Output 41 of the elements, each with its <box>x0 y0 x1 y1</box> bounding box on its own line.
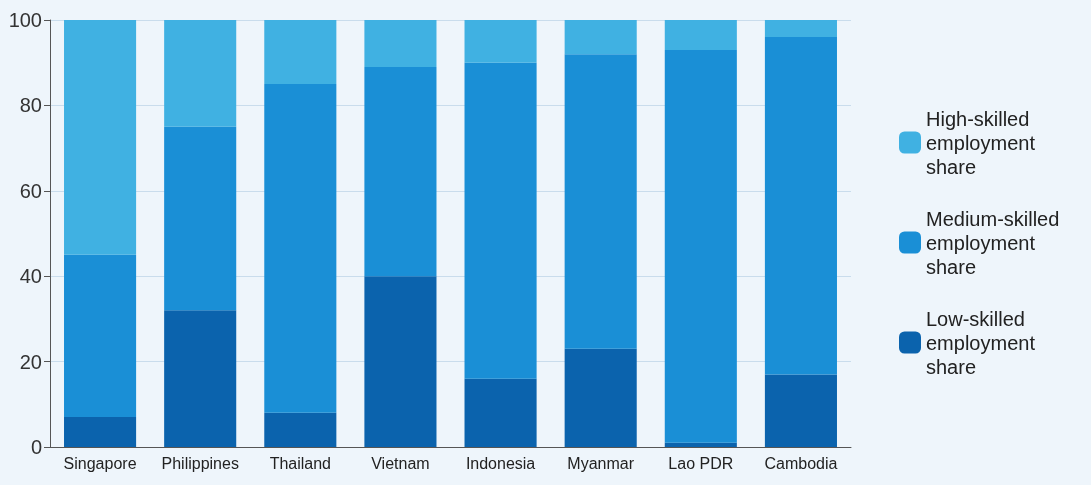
x-tick-label: Vietnam <box>371 454 430 472</box>
bar <box>364 20 437 67</box>
bar <box>64 417 137 447</box>
y-tick-label: 0 <box>30 436 42 458</box>
y-tick-label: 80 <box>19 94 42 117</box>
bar <box>264 412 337 447</box>
bar <box>664 49 737 443</box>
bar <box>264 20 337 85</box>
bar <box>564 20 637 55</box>
x-tick-label: Lao PDR <box>668 454 734 472</box>
bar <box>164 126 237 311</box>
bar <box>264 84 337 413</box>
bar <box>464 20 537 63</box>
x-tick-label: Cambodia <box>764 454 838 472</box>
bar <box>664 442 737 447</box>
bar <box>464 378 537 447</box>
x-tick-label: Myanmar <box>567 454 635 472</box>
bar <box>64 254 137 418</box>
bar <box>564 54 637 349</box>
bar <box>764 374 837 447</box>
legend-label: Medium-skilled employment share <box>926 207 1065 278</box>
legend-label: High-skilled employment share <box>926 107 1041 178</box>
x-tick-label: Thailand <box>269 454 331 472</box>
bar <box>164 310 237 447</box>
legend-label: Low-skilled employment share <box>926 307 1041 378</box>
y-tick-label: 40 <box>19 265 42 288</box>
x-tick-label: Indonesia <box>465 454 536 472</box>
x-tick-label: Philippines <box>161 454 239 472</box>
bar <box>64 20 137 255</box>
bar <box>764 37 837 375</box>
bar <box>364 66 437 277</box>
bar <box>764 20 837 38</box>
y-tick-label: 60 <box>19 179 42 202</box>
bar <box>664 20 737 50</box>
y-tick-label: 100 <box>8 9 42 31</box>
bar <box>164 20 237 127</box>
bar <box>564 348 637 447</box>
y-tick-label: 20 <box>19 350 42 373</box>
bar <box>364 276 437 447</box>
bar <box>464 62 537 379</box>
x-tick-label: Singapore <box>63 454 137 472</box>
